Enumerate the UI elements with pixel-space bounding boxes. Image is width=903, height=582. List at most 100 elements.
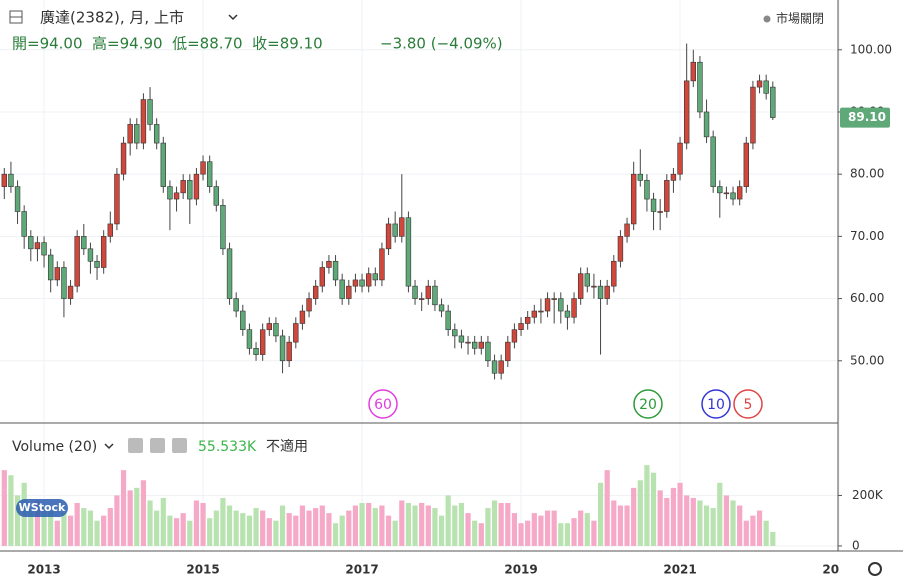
candle-body (299, 310, 306, 324)
volume-bar (425, 505, 431, 546)
volume-bar (571, 518, 577, 546)
candle-body (81, 236, 87, 250)
grid: 20132015201720192021202350.0060.0070.008… (0, 0, 892, 577)
symbol-title[interactable]: 廣達(2382), 月, 上市 (40, 9, 184, 27)
volume-bar (412, 505, 418, 546)
volume-bar (246, 515, 253, 546)
volume-bar (332, 523, 339, 546)
volume-bar (399, 500, 405, 546)
annotation-circle (733, 389, 763, 419)
candle-body (432, 285, 438, 306)
candle-body (107, 223, 114, 237)
volume-bar (743, 520, 749, 546)
volume-bar (293, 515, 299, 546)
settings-icon[interactable] (150, 438, 165, 453)
candle-body (1, 173, 8, 187)
change-text: −3.80 (−4.09%) (380, 35, 503, 53)
volume-bar (319, 505, 325, 546)
candle-body (505, 341, 511, 362)
chevron[interactable] (104, 443, 114, 450)
candle-body (703, 111, 710, 138)
candle-body (147, 99, 153, 125)
volume-bar (485, 508, 491, 546)
volume-na: 不適用 (266, 438, 308, 455)
volume-bar (48, 510, 54, 546)
candle-body (558, 298, 564, 312)
candle-body (140, 99, 147, 144)
candle-body (736, 186, 743, 200)
volume-bar (1, 470, 7, 546)
volume-bar (604, 470, 610, 546)
candle-body (630, 173, 637, 225)
candle-body (233, 298, 239, 312)
x-tick-label: 2017 (345, 563, 378, 577)
settings-gear[interactable] (868, 562, 882, 576)
candle-body (584, 273, 591, 287)
candle-body (34, 242, 41, 250)
volume-bar (611, 500, 617, 546)
volume-bar (67, 515, 74, 546)
volume-bar (54, 520, 60, 546)
volume-bar (478, 523, 484, 546)
candle-body (213, 186, 219, 206)
volume-bar (147, 500, 153, 546)
volume-bar (624, 505, 630, 546)
candle-body (54, 267, 61, 281)
candle-body (306, 298, 312, 312)
volume-bar (14, 495, 21, 546)
eye-icon[interactable] (128, 438, 143, 453)
annotation-label: 5 (744, 397, 753, 413)
candle-body (445, 310, 451, 330)
volume-bar (465, 513, 471, 546)
volume-bar (173, 518, 180, 546)
candle-body (100, 236, 107, 268)
volume-bar (273, 520, 279, 546)
candle-body (544, 298, 551, 312)
volume-bar (107, 508, 113, 546)
candle-body (21, 211, 27, 237)
volume-bar (213, 510, 219, 546)
volume-bar (352, 505, 359, 546)
volume-bar (392, 520, 398, 546)
volume-bar (677, 482, 683, 546)
x-tick-label: 2021 (663, 563, 696, 577)
annotation-label: 60 (374, 397, 392, 413)
candle-body (187, 180, 193, 200)
annotation-circle (633, 389, 663, 419)
candle-body (577, 273, 584, 299)
candle-body (127, 124, 133, 144)
corner-box (839, 552, 903, 582)
candle-body (425, 285, 431, 299)
close-icon[interactable] (172, 438, 187, 453)
annotation-label: 10 (707, 397, 725, 413)
candle-body (710, 136, 716, 187)
volume-bar (697, 500, 703, 546)
volume-bar (763, 520, 769, 546)
volume-bar (670, 487, 677, 546)
volume-bar (597, 482, 604, 546)
volume-tick-label: 0 (852, 538, 860, 552)
volume-bar (511, 513, 518, 546)
volume-bar (339, 515, 345, 546)
volume-bar (551, 510, 557, 546)
volume-bar (518, 523, 524, 546)
candle-body (683, 80, 690, 144)
volume-bar (770, 531, 776, 546)
candle-body (756, 80, 763, 88)
candle-body (286, 341, 292, 362)
chevron[interactable] (228, 14, 238, 21)
candle-body (339, 279, 345, 299)
candle-body (74, 236, 80, 287)
candle-body (332, 260, 339, 281)
candle-body (365, 273, 372, 287)
candle-body (452, 329, 458, 337)
candle-body (8, 173, 14, 187)
volume-bar (359, 503, 365, 546)
volume-bar (8, 475, 14, 546)
candle-body (458, 335, 465, 343)
y-tick-label: 100.00 (850, 42, 892, 56)
volume-bar (538, 515, 544, 546)
volume-tick-label: 200K (852, 488, 884, 502)
candle-body (571, 298, 577, 318)
